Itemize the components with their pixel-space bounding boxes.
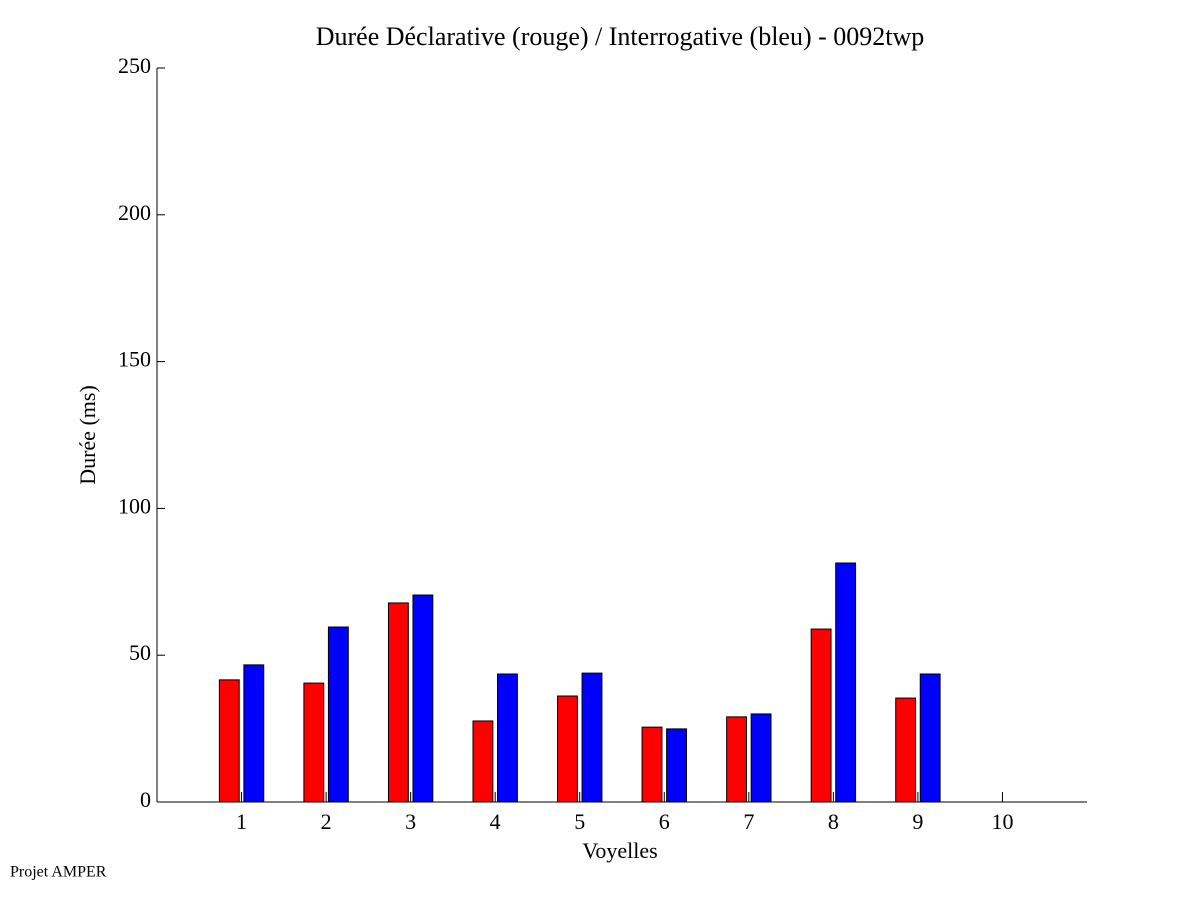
y-tick-label: 50: [129, 640, 151, 665]
bar: [895, 697, 917, 803]
y-tick-label: 0: [140, 787, 151, 812]
chart-title: Durée Déclarative (rouge) / Interrogativ…: [316, 22, 925, 51]
bar: [303, 682, 325, 803]
bar: [750, 713, 772, 803]
bar: [810, 628, 832, 803]
x-tick-label: 2: [321, 809, 332, 834]
x-tick-label: 4: [490, 809, 501, 834]
y-tick-label: 100: [118, 493, 151, 518]
bar: [472, 720, 494, 803]
x-tick-label: 5: [574, 809, 585, 834]
bar: [243, 664, 265, 803]
bar: [387, 602, 409, 803]
x-tick-label: 9: [912, 809, 923, 834]
y-tick-label: 150: [118, 347, 151, 372]
bar: [218, 679, 240, 803]
x-tick-label: 1: [236, 809, 247, 834]
x-tick-label: 8: [828, 809, 839, 834]
bar: [726, 716, 747, 803]
x-tick-label: 3: [405, 809, 416, 834]
x-tick-label: 10: [991, 809, 1013, 834]
bar: [557, 695, 578, 803]
bar: [641, 726, 663, 803]
bar: [327, 626, 349, 803]
bar: [581, 672, 603, 803]
x-tick-label: 6: [659, 809, 670, 834]
bar: [835, 562, 857, 803]
bar: [919, 673, 941, 803]
y-tick-label: 250: [118, 53, 151, 78]
y-axis-label: Durée (ms): [75, 385, 100, 485]
bar: [666, 728, 687, 803]
x-axis-label: Voyelles: [582, 838, 657, 863]
bar: [497, 673, 518, 803]
y-tick-label: 200: [118, 200, 151, 225]
footer: Projet AMPER: [10, 864, 107, 881]
bar: [412, 594, 434, 803]
x-tick-label: 7: [743, 809, 754, 834]
